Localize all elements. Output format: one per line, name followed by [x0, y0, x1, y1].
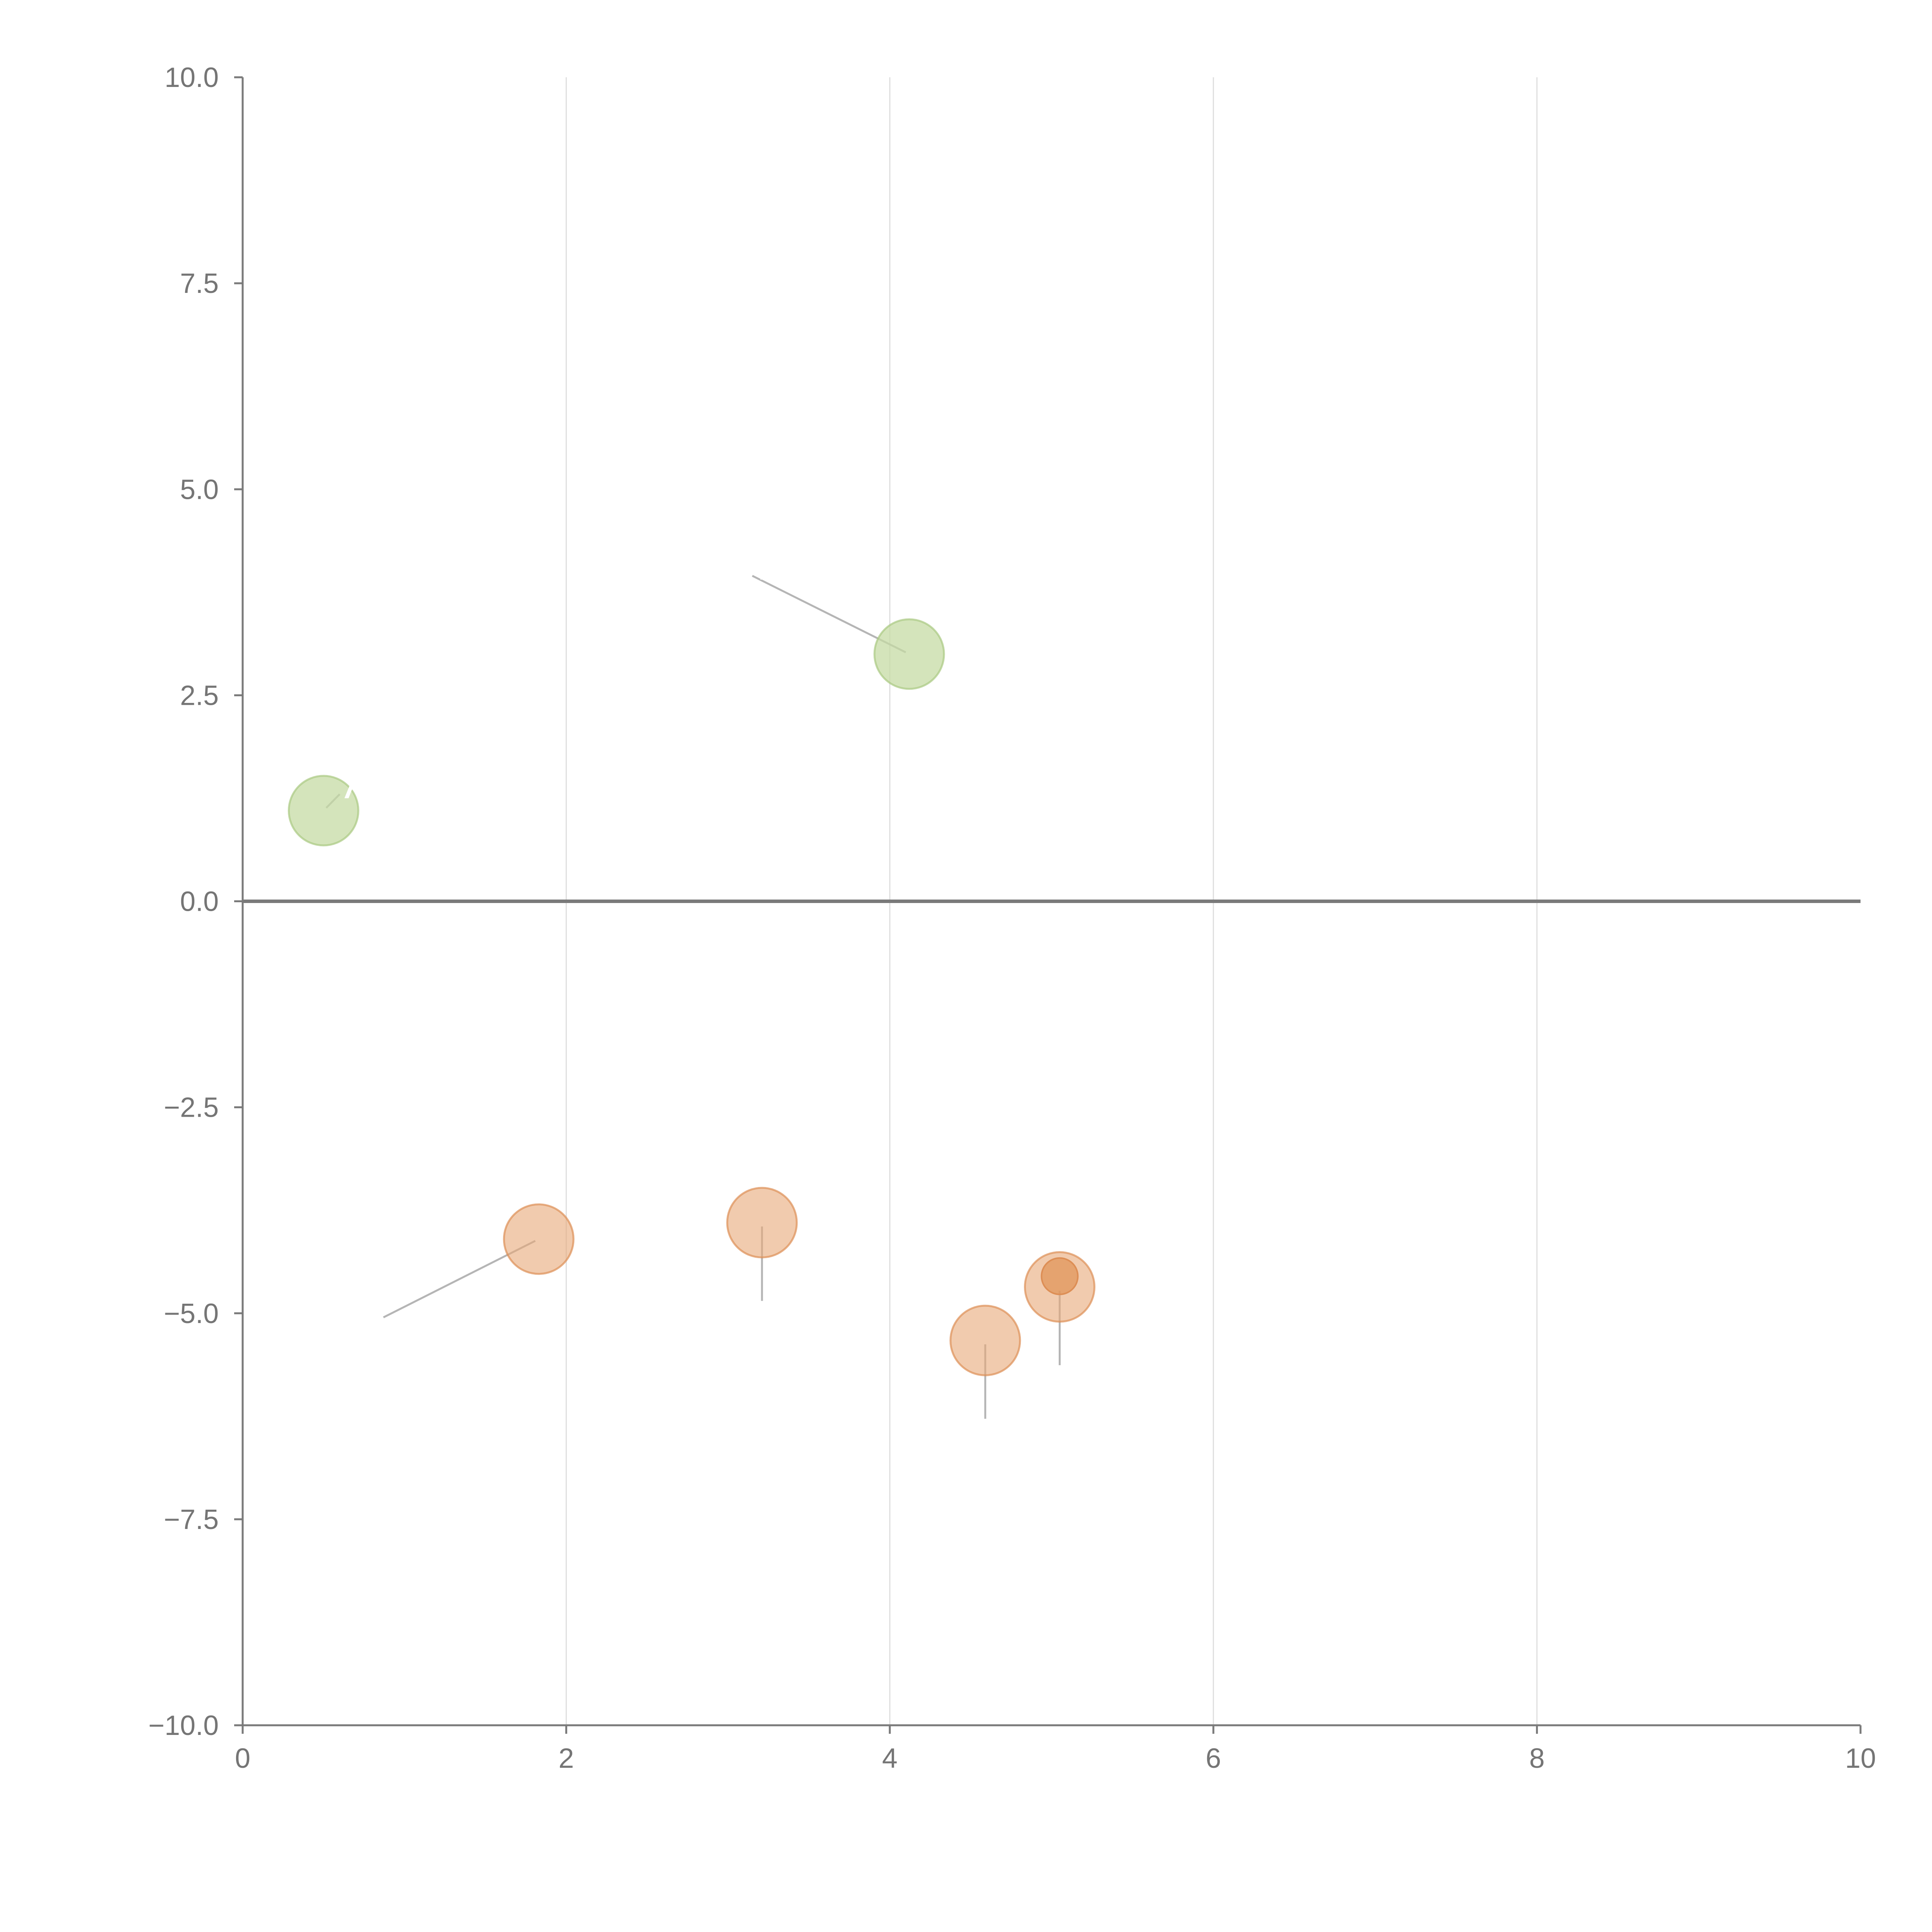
y-tick-label: −2.5	[164, 1092, 219, 1123]
y-tick-label: 5.0	[180, 474, 219, 505]
axes	[234, 76, 1862, 1734]
x-tick-label: 4	[882, 1743, 898, 1774]
y-tick-label: −7.5	[164, 1504, 219, 1535]
x-tick-label: 2	[558, 1743, 574, 1774]
y-tick-label: 2.5	[180, 680, 219, 711]
negative-point	[949, 1304, 1021, 1376]
y-tick-label: 7.5	[180, 268, 219, 299]
x-tick-label: 0	[235, 1743, 250, 1774]
x-tick-label: 8	[1529, 1743, 1545, 1774]
positive-point	[873, 618, 945, 690]
x-tick-label: 10	[1845, 1743, 1876, 1774]
positive-point	[287, 775, 359, 847]
point-label: A	[344, 760, 373, 807]
data-points	[287, 618, 1095, 1376]
point-label: B	[757, 541, 785, 589]
y-tick-label: 0.0	[180, 886, 219, 917]
negative-point	[503, 1203, 575, 1275]
y-tick-label: −10.0	[148, 1710, 219, 1741]
y-tick-label: 10.0	[165, 62, 219, 93]
highlight-point	[1041, 1257, 1079, 1295]
y-tick-label: −5.0	[164, 1298, 219, 1329]
point-labels: AB	[344, 541, 785, 807]
tick-labels: 0 2 4 6 8 10 10.0 7.5 5.0 2.5 0.0 −2.5 −5.0 −7.5 −10.0	[148, 62, 1876, 1774]
negative-point	[726, 1187, 798, 1259]
x-tick-label: 6	[1206, 1743, 1221, 1774]
leader-lines	[325, 575, 1061, 1419]
